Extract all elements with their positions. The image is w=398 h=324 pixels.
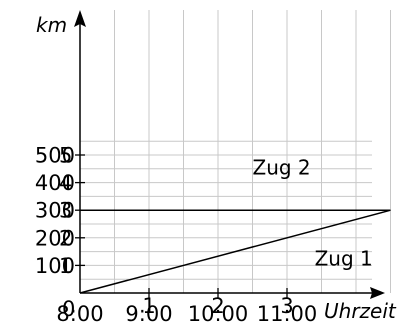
y-tick-label: 500 [35, 144, 75, 168]
y-axis-arrow [74, 10, 86, 27]
x-axis-arrow [370, 287, 385, 299]
x-tick-label: 9:00 [125, 302, 172, 324]
y-tick-overlay-label: 2 [59, 226, 72, 250]
y-axis-label: km [36, 13, 67, 37]
x-tick-label: 10:00 [188, 302, 249, 324]
x-tick-overlay-label: 1 [142, 294, 155, 318]
y-tick-overlay-label: 3 [59, 199, 72, 223]
y-tick-label: 100 [35, 254, 75, 278]
axes [74, 10, 385, 299]
annotation-zug-1: Zug 1 [315, 246, 373, 270]
origin-label: 0 [62, 297, 75, 321]
y-tick-overlay-label: 4 [59, 171, 72, 195]
grid [80, 10, 391, 293]
annotation-zug-2: Zug 2 [253, 155, 311, 179]
y-tick-label: 200 [35, 226, 75, 250]
x-tick-overlay-label: 2 [211, 294, 224, 318]
y-tick-overlay-label: 5 [59, 144, 72, 168]
x-tick-label: 11:00 [257, 302, 318, 324]
x-axis-label: Uhrzeit [324, 299, 397, 323]
y-tick-label: 300 [35, 199, 75, 223]
x-tick-label: 8:00 [56, 302, 103, 324]
y-tick-overlay-label: 1 [59, 254, 72, 278]
x-tick-overlay-label: 3 [280, 294, 293, 318]
series [79, 209, 391, 294]
y-tick-label: 400 [35, 171, 75, 195]
series-line-zug-1 [79, 209, 391, 294]
annotations: Zug 2 Zug 1 [253, 155, 373, 270]
